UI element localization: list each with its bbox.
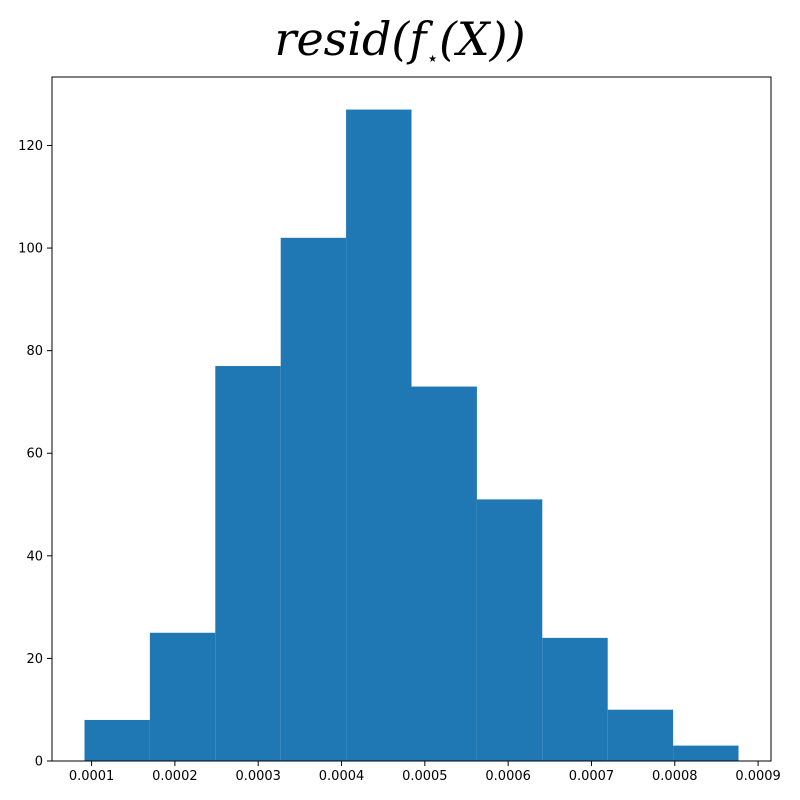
chart-title-suffix: (X)) <box>439 12 526 66</box>
y-tick-label: 20 <box>26 652 43 667</box>
x-axis: 0.0001 0.0002 0.0003 0.0004 0.0005 0.0006 0.00… <box>69 761 781 784</box>
histogram-bar-7 <box>542 637 608 761</box>
chart-title-prefix: resid(f <box>274 12 433 66</box>
x-tick-label: 0.0006 <box>485 769 531 784</box>
y-tick-label: 120 <box>18 139 43 154</box>
y-tick-label: 60 <box>26 447 43 462</box>
x-tick-label: 0.0002 <box>152 769 198 784</box>
bars-group <box>84 109 739 762</box>
y-tick-label: 40 <box>26 549 43 564</box>
chart-title-subscript: ⋆ <box>426 46 439 70</box>
x-tick-label: 0.0001 <box>69 769 115 784</box>
y-tick-label: 80 <box>26 344 43 359</box>
histogram-bar-5 <box>411 386 477 761</box>
histogram-bar-8 <box>607 709 674 761</box>
x-tick-label: 0.0008 <box>652 769 698 784</box>
histogram-bar-0 <box>84 719 150 761</box>
x-tick-label: 0.0007 <box>569 769 615 784</box>
x-tick-label: 0.0003 <box>235 769 281 784</box>
histogram-bar-3 <box>280 237 347 761</box>
x-tick-label: 0.0009 <box>735 769 781 784</box>
histogram-bar-9 <box>673 745 739 761</box>
chart-title: resid(f⋆(X)) <box>274 12 525 70</box>
x-tick-label: 0.0005 <box>402 769 448 784</box>
y-axis: 0 20 40 60 80 100 120 <box>18 139 52 770</box>
histogram-bar-2 <box>215 366 281 761</box>
histogram-bar-1 <box>149 632 216 761</box>
histogram-bar-6 <box>476 499 543 761</box>
y-tick-label: 100 <box>18 242 43 257</box>
y-tick-label: 0 <box>35 755 43 770</box>
histogram-bar-4 <box>346 109 412 762</box>
x-tick-label: 0.0004 <box>319 769 365 784</box>
plot-frame <box>51 76 772 762</box>
